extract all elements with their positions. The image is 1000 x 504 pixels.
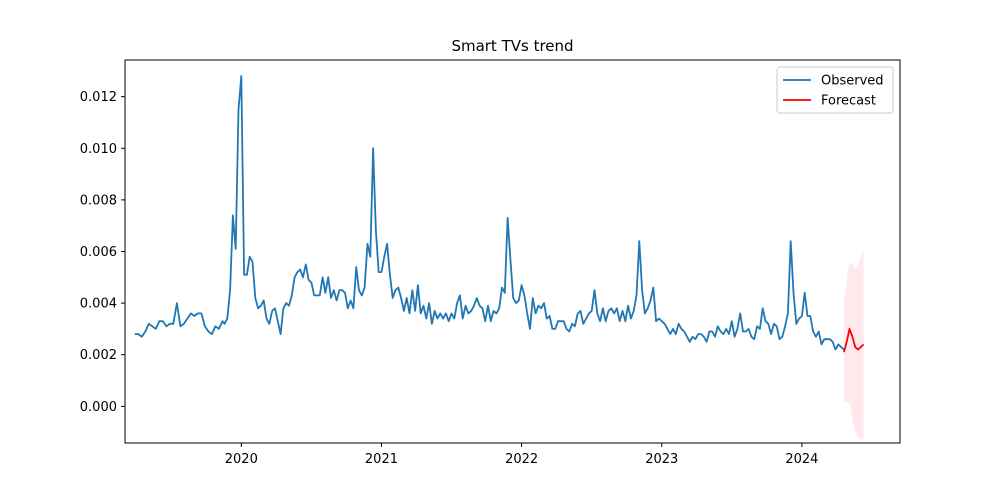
legend: Observed Forecast — [776, 66, 894, 114]
y-tick-label: 0.012 — [80, 90, 117, 105]
series-line-observed — [134, 75, 845, 351]
y-tick-label: 0.000 — [80, 400, 117, 415]
legend-box — [776, 66, 894, 114]
x-tick-label: 2024 — [785, 452, 818, 467]
series-line-forecast — [843, 328, 865, 353]
legend-label-forecast: Forecast — [821, 94, 876, 109]
axes: 2020 2021 2022 2023 2024 0.000 0.002 0.004 0.006… — [80, 59, 901, 467]
x-tick-label: 2020 — [225, 452, 258, 467]
x-tick-label: 2023 — [645, 452, 678, 467]
y-tick-label: 0.010 — [80, 142, 117, 157]
plot-area — [134, 75, 865, 440]
chart-title: Smart TVs trend — [451, 37, 573, 55]
x-tick-label: 2021 — [365, 452, 398, 467]
forecast-confidence-band — [843, 251, 864, 440]
y-tick-label: 0.006 — [80, 245, 117, 260]
y-tick-label: 0.002 — [80, 348, 117, 363]
y-tick-label: 0.004 — [80, 297, 117, 312]
x-tick-label: 2022 — [505, 452, 538, 467]
legend-label-observed: Observed — [821, 74, 884, 89]
y-tick-label: 0.008 — [80, 193, 117, 208]
